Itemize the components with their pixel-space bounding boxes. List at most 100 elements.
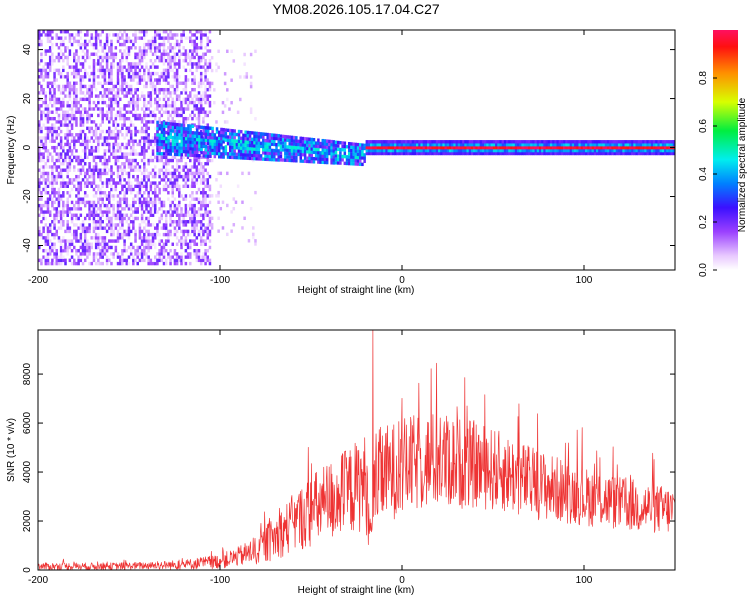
spectrogram-cell [110,220,113,224]
spectrogram-cell [66,162,69,166]
spectrogram-cell [536,148,540,153]
spectrogram-cell [195,150,199,155]
spectrogram-cell [160,124,164,128]
spectrogram-cell [600,151,603,156]
spectrogram-cell [53,104,56,108]
spectrogram-cell [114,155,118,160]
spectrogram-cell [125,155,129,160]
spectrogram-cell [51,200,54,205]
spectrogram-cell [259,135,263,139]
spectrogram-cell [512,151,516,156]
spectrogram-cell [86,255,89,259]
spectrogram-cell [162,142,166,147]
spectrogram-cell [151,71,155,76]
spectrogram-cell [158,127,161,131]
spectrogram-cell [145,42,148,47]
spectrogram-cell [171,129,175,133]
spectrogram-cell [147,239,150,243]
spectrogram-cell [503,140,507,144]
spectrogram-cell [112,94,115,98]
spectrogram-cell [86,116,89,121]
spectrogram-cell [204,126,208,130]
spectrogram-cell [158,46,161,50]
spectrogram-cell [199,200,203,205]
spectrogram-cell [140,78,144,82]
spectrogram-cell [77,197,80,201]
spectrogram-cell [169,122,173,126]
spectrogram-cell [51,171,54,176]
spectrogram-cell [189,91,192,95]
spectrogram-cell [208,258,212,263]
spectrogram-cell [81,223,85,227]
spectrogram-cell [90,145,94,150]
spectrogram-cell [75,33,78,37]
spectrogram-cell [151,191,155,195]
spectrogram-cell [46,120,50,124]
spectrogram-cell [86,168,89,172]
spectrogram-cell [195,158,199,163]
spectrogram-cell [189,261,192,266]
spectrogram-cell [125,158,129,163]
spectrogram-cell [66,249,69,253]
spectrogram-cell [339,147,342,152]
spectrogram-cell [165,136,168,141]
spectrogram-cell [199,33,203,37]
spectrogram-cell [176,152,179,157]
spectrogram-cell [413,140,417,144]
spectrogram-cell [251,150,254,154]
spectrogram-cell [431,148,434,153]
spectrogram-cell [488,148,491,153]
spectrogram-cell [77,71,80,76]
spectrogram-cell [94,184,98,188]
spectrogram-cell [77,139,80,143]
spectrogram-cell [112,100,115,105]
spectrogram-cell [40,59,43,63]
spectrogram-cell [158,181,161,185]
spectrogram-cell [143,145,146,150]
spectrogram-cell [169,200,172,205]
spectrogram-cell [308,140,311,145]
spectrogram-cell [64,258,67,263]
spectrogram-cell [101,84,104,89]
spectrogram-cell [158,136,161,140]
spectrogram-cell [132,174,135,179]
spectrogram-cell [62,59,65,63]
spectrogram-cell [187,127,190,131]
spectrogram-cell [105,110,109,114]
spectrogram-cell [433,148,437,153]
spectrogram-cell [202,232,205,237]
spectrogram-cell [186,78,190,82]
spectrogram-cell [644,143,647,147]
spectrogram-cell [455,143,459,147]
spectrogram-cell [275,158,278,162]
spectrogram-cell [127,245,131,250]
spectrogram-cell [108,97,111,102]
spectrogram-cell [118,236,122,240]
spectrogram-cell [108,258,111,263]
spectrogram-cell [140,49,144,53]
spectrogram-cell [545,151,549,156]
spectrogram-cell [193,113,196,118]
spectrogram-cell [497,151,500,156]
spectrogram-cell [116,68,120,73]
spectrogram-cell [567,151,570,156]
spectrogram-cell [167,252,170,256]
spectrogram-cell [79,62,83,66]
spectrogram-cell [101,107,104,111]
spectrogram-cell [81,142,85,147]
spectrogram-cell [38,158,41,163]
spectrogram-cell [105,142,109,147]
spectrogram-cell [672,143,675,147]
spectrogram-cell [38,245,41,250]
spectrogram-cell [169,120,172,124]
spectrogram-cell [108,200,111,205]
spectrogram-cell [143,94,146,98]
spectrogram-cell [66,149,69,153]
spectrogram-cell [178,65,181,69]
spectrogram-cell [134,30,137,34]
spectrogram-cell [77,39,80,44]
spectrogram-cell [51,165,54,169]
spectrogram-cell [97,174,100,179]
spectrogram-cell [167,255,170,259]
spectrogram-cell [438,151,441,156]
